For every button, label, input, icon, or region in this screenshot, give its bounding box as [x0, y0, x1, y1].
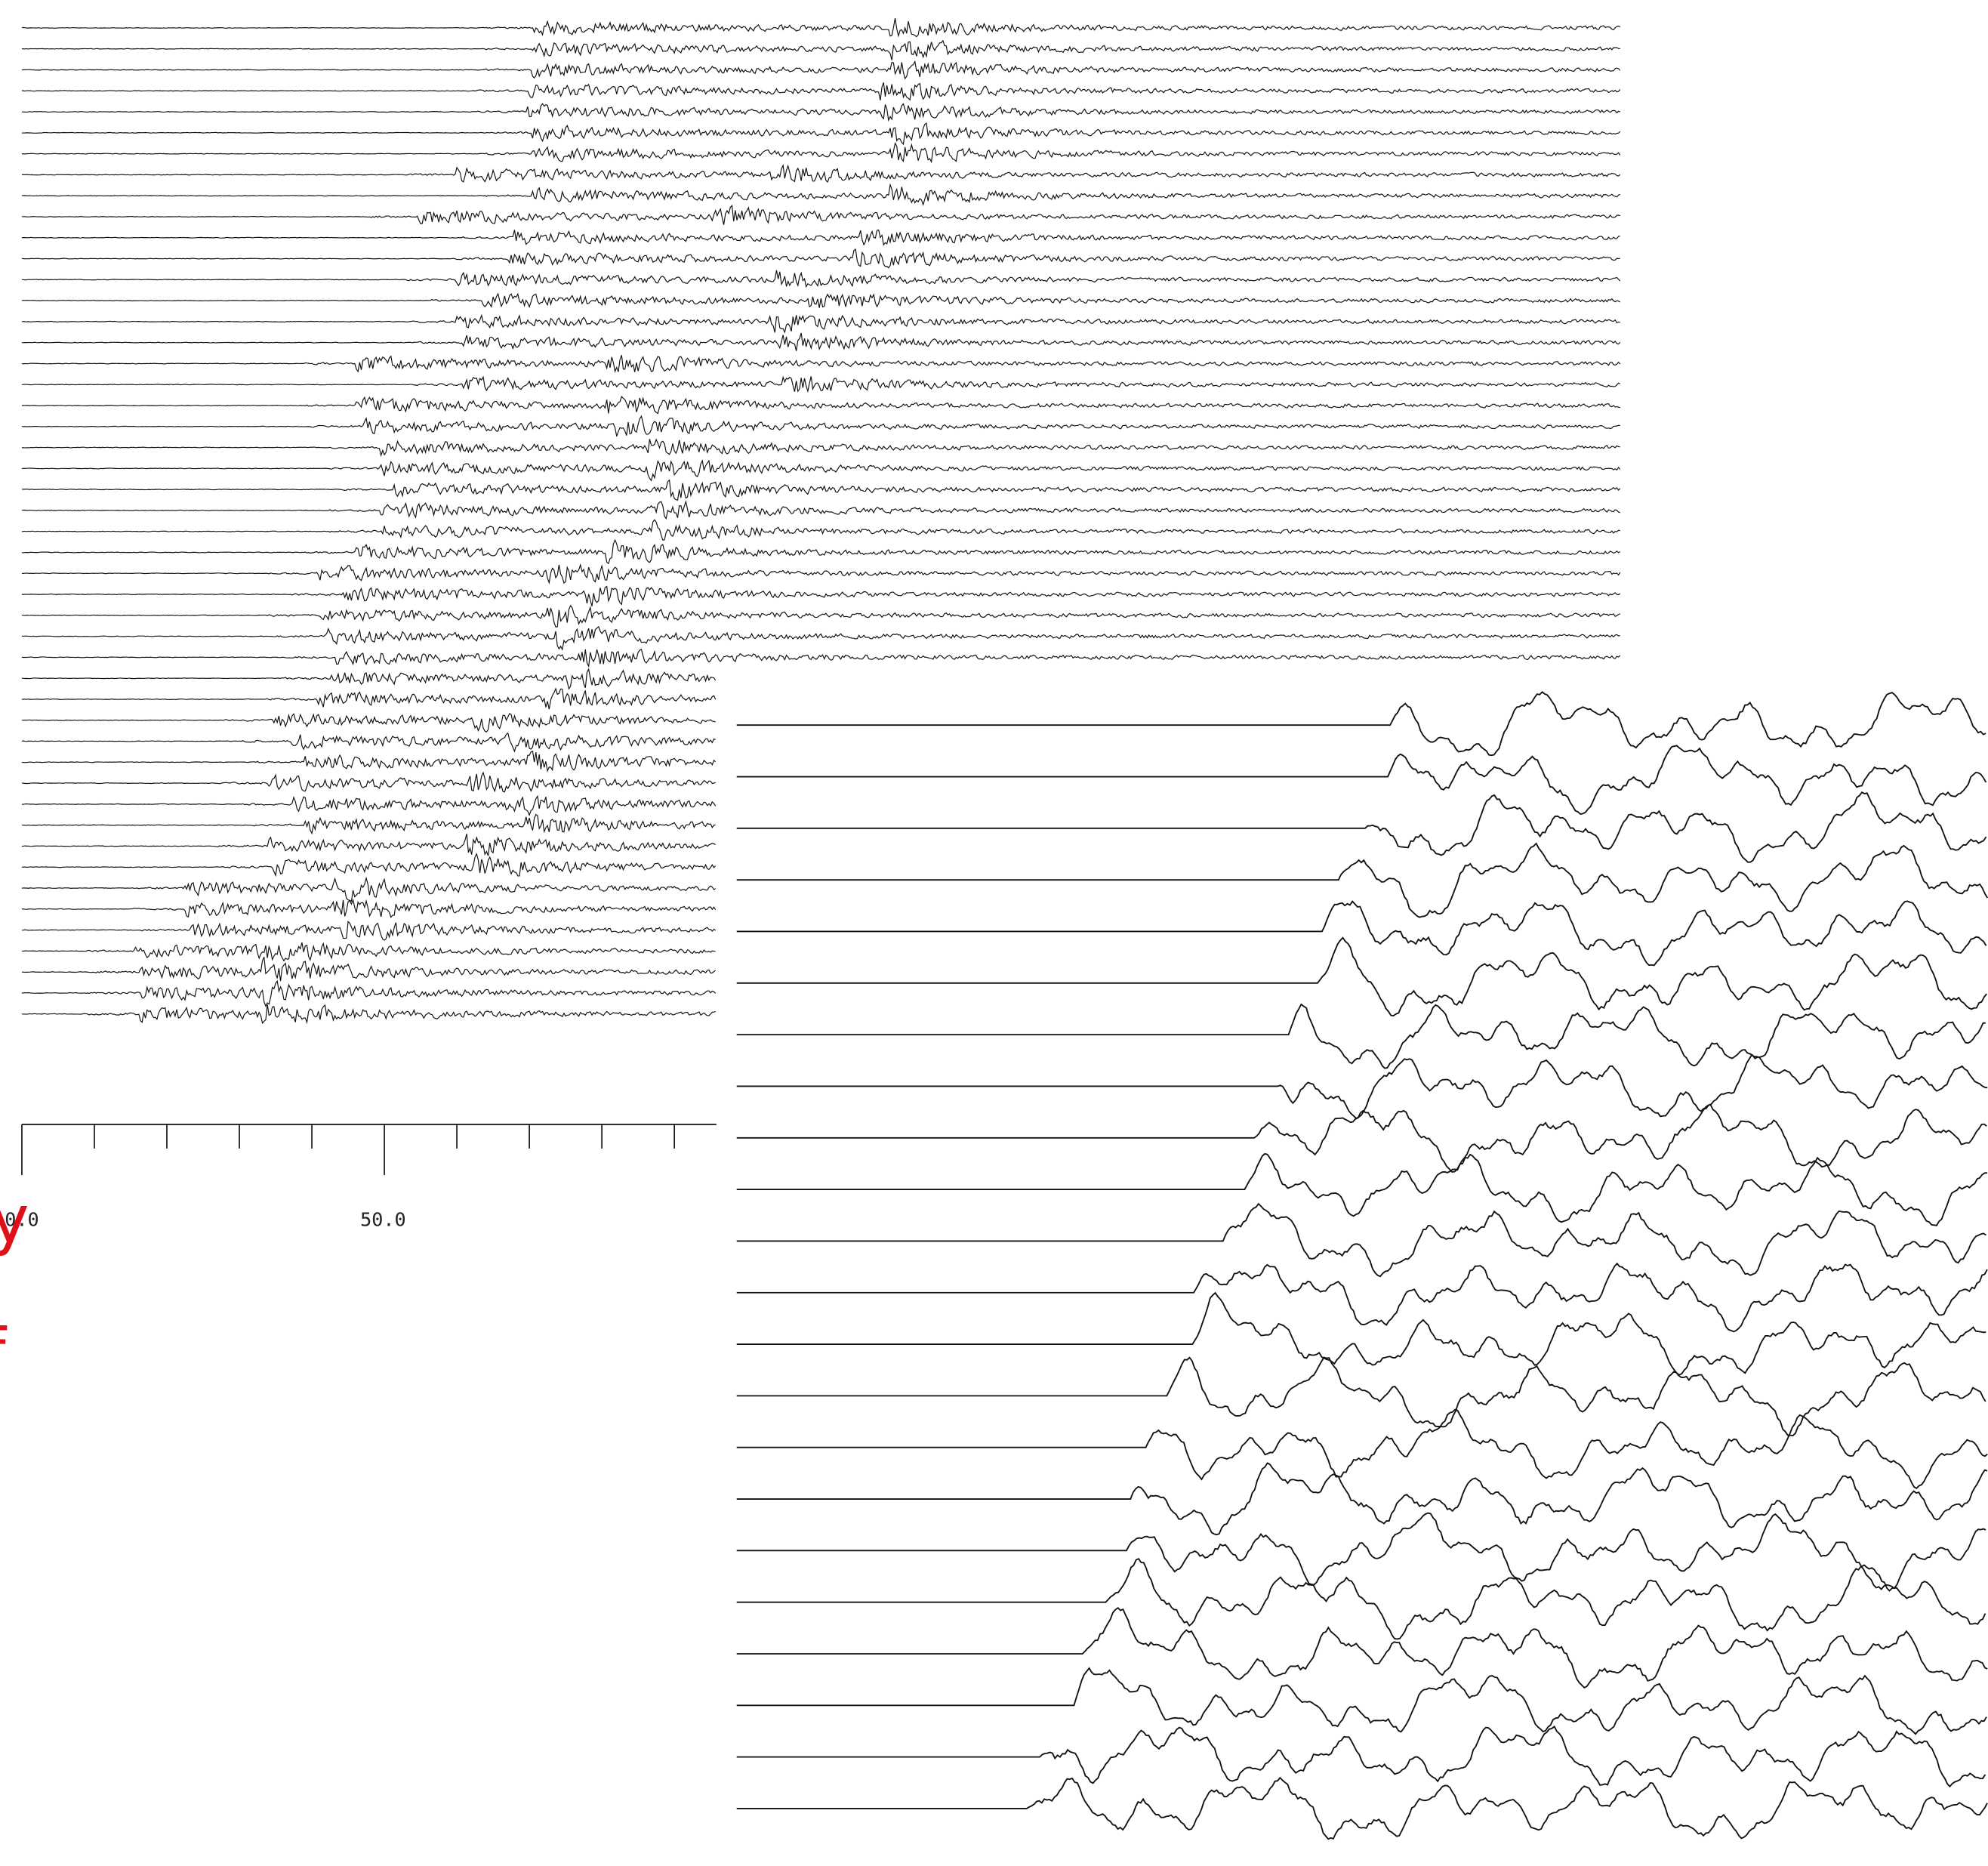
trace — [21, 313, 1620, 334]
trace — [21, 375, 1621, 393]
trace — [21, 500, 1620, 520]
trace — [736, 691, 1986, 757]
trace — [21, 229, 1620, 246]
left-panel — [21, 18, 1621, 1025]
trace — [21, 396, 1620, 415]
trace — [21, 813, 716, 835]
trace — [21, 248, 1620, 269]
tick-label: 50.0 — [360, 1208, 406, 1230]
trace — [21, 794, 717, 817]
annotation-text: y — [0, 1181, 29, 1258]
trace — [21, 459, 1621, 482]
trace — [21, 1004, 716, 1025]
trace — [21, 122, 1621, 146]
trace — [21, 60, 1621, 80]
trace — [21, 771, 716, 793]
trace — [21, 355, 1621, 373]
annotation-text: f — [0, 1314, 8, 1391]
trace — [21, 687, 717, 710]
trace — [736, 936, 1987, 1016]
trace — [21, 163, 1621, 184]
trace — [736, 1053, 1988, 1120]
trace — [21, 141, 1621, 164]
trace — [21, 604, 1621, 628]
trace — [736, 1667, 1987, 1735]
trace — [736, 1356, 1986, 1437]
trace — [21, 82, 1621, 101]
trace — [21, 438, 1620, 458]
trace — [21, 876, 717, 902]
trace — [21, 942, 716, 962]
trace — [736, 1557, 1986, 1640]
trace — [21, 751, 717, 773]
trace — [736, 1291, 1986, 1376]
trace — [21, 538, 1621, 565]
trace — [736, 1606, 1988, 1689]
trace — [21, 921, 717, 941]
trace — [21, 833, 716, 856]
trace — [736, 1725, 1986, 1788]
trace — [736, 842, 1988, 918]
trace — [21, 668, 717, 690]
trace — [21, 270, 1621, 288]
trace — [21, 585, 1621, 606]
trace — [21, 898, 717, 918]
trace — [21, 18, 1621, 38]
trace — [736, 1152, 1988, 1226]
trace — [21, 292, 1621, 308]
tick-label: 0.0 — [5, 1208, 39, 1230]
trace — [736, 1003, 1986, 1069]
trace — [21, 649, 1621, 668]
trace — [736, 1776, 1988, 1840]
trace — [736, 1103, 1987, 1173]
trace — [736, 1262, 1988, 1333]
trace — [736, 745, 1987, 816]
time-axis — [21, 1124, 717, 1176]
trace — [21, 563, 1621, 584]
trace — [21, 979, 717, 1007]
trace — [21, 103, 1620, 122]
trace — [21, 519, 1620, 541]
trace — [21, 39, 1620, 60]
trace — [736, 1512, 1986, 1592]
trace — [21, 204, 1620, 225]
trace — [21, 732, 716, 753]
trace — [21, 625, 1620, 651]
trace — [736, 900, 1987, 967]
trace — [21, 853, 717, 877]
trace — [21, 332, 1621, 351]
trace — [736, 791, 1987, 863]
trace — [21, 713, 716, 733]
trace — [21, 183, 1620, 206]
trace — [736, 1202, 1986, 1278]
right-panel — [736, 691, 1988, 1840]
trace — [21, 415, 1620, 437]
trace — [736, 1462, 1988, 1536]
trace — [736, 1408, 1988, 1490]
trace — [21, 957, 717, 982]
trace — [21, 479, 1621, 501]
